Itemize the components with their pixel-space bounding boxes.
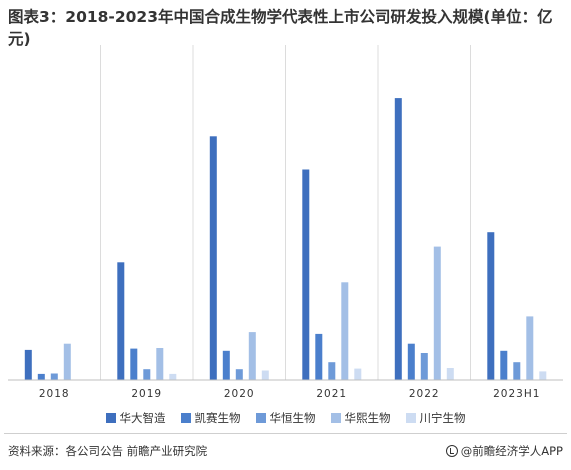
bar xyxy=(407,343,415,380)
bar xyxy=(341,282,349,380)
bar xyxy=(328,362,336,380)
x-tick-label: 2023H1 xyxy=(493,388,540,400)
legend-item: 凯赛生物 xyxy=(180,410,241,426)
bar xyxy=(24,349,32,380)
legend-swatch xyxy=(105,413,116,423)
bar xyxy=(261,370,269,380)
bar xyxy=(500,350,508,380)
bar xyxy=(222,350,230,380)
bar xyxy=(446,368,454,380)
brand-text: @前瞻经济学人APP xyxy=(460,444,563,458)
x-tick-label: 2019 xyxy=(131,388,162,400)
bar xyxy=(526,316,534,380)
legend-label: 川宁生物 xyxy=(419,411,466,425)
bar xyxy=(248,332,256,380)
bar xyxy=(63,343,71,380)
source-note: 资料来源：各公司公告 前瞻产业研究院 xyxy=(8,444,208,458)
bars xyxy=(24,98,547,380)
legend-label: 华恒生物 xyxy=(269,411,316,425)
category-separators xyxy=(100,45,471,380)
legend-label: 凯赛生物 xyxy=(194,411,241,425)
chart-title: 图表3：2018-2023年中国合成生物学代表性上市公司研发投入规模(单位：亿元… xyxy=(8,8,553,48)
x-tick-labels: 2018 2019 2020 2021 2022 2023H1 xyxy=(39,388,540,400)
legend-item: 华熙生物 xyxy=(330,410,391,426)
legend-item: 华大智造 xyxy=(105,410,166,426)
bar xyxy=(143,369,151,380)
bar xyxy=(539,371,547,380)
legend-swatch xyxy=(255,413,266,423)
bar xyxy=(487,232,495,380)
legend-item: 川宁生物 xyxy=(405,410,466,426)
legend-item: 华恒生物 xyxy=(255,410,316,426)
bar xyxy=(394,98,402,380)
legend-swatch xyxy=(405,413,416,423)
bar xyxy=(433,246,441,380)
legend-label: 华大智造 xyxy=(119,411,166,425)
bar xyxy=(156,348,164,380)
bar xyxy=(117,262,125,380)
bar xyxy=(50,373,58,380)
x-tick-label: 2020 xyxy=(224,388,255,400)
brand-logo-icon xyxy=(445,445,458,457)
brand-credit: @前瞻经济学人APP xyxy=(445,443,563,459)
footer-divider xyxy=(4,433,567,434)
x-tick-label: 2022 xyxy=(409,388,440,400)
bar xyxy=(315,333,323,380)
bar xyxy=(354,368,362,380)
bar xyxy=(37,373,45,380)
bar xyxy=(235,369,243,380)
x-tick-label: 2021 xyxy=(316,388,347,400)
bar xyxy=(420,353,428,380)
legend-swatch xyxy=(330,413,341,423)
bar xyxy=(130,348,138,380)
x-tick-label: 2018 xyxy=(39,388,70,400)
legend-swatch xyxy=(180,413,191,423)
bar xyxy=(513,362,521,380)
bar xyxy=(209,136,217,380)
bar xyxy=(302,169,310,380)
bar xyxy=(169,373,177,380)
legend: 华大智造 凯赛生物 华恒生物 华熙生物 川宁生物 xyxy=(0,410,571,426)
legend-label: 华熙生物 xyxy=(344,411,391,425)
